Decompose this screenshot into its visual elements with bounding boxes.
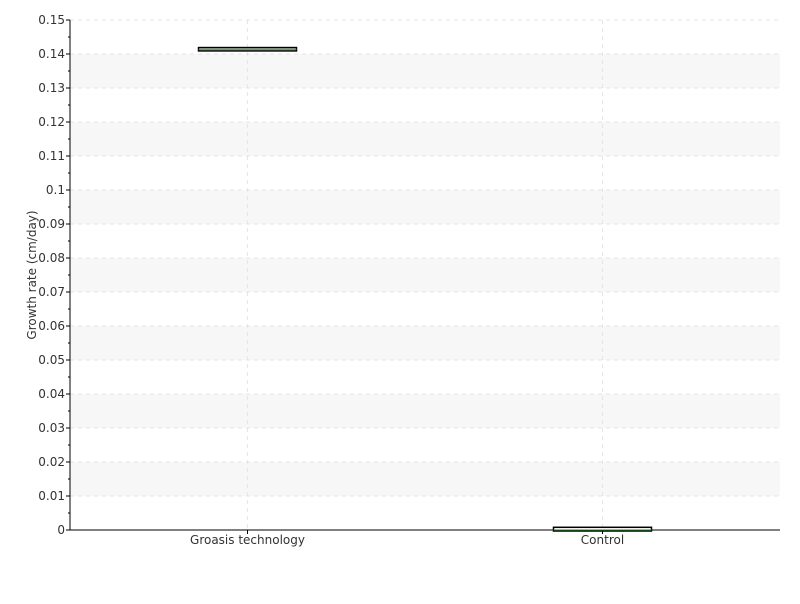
y-tick-label: 0.07: [38, 285, 65, 299]
y-tick-label: 0.11: [38, 149, 65, 163]
x-tick-label: Groasis technology: [190, 533, 305, 547]
y-tick-label: 0.06: [38, 319, 65, 333]
y-tick-label: 0.02: [38, 455, 65, 469]
x-tick-label: Control: [581, 533, 624, 547]
y-tick-label: 0.04: [38, 387, 65, 401]
grid-band: [70, 190, 780, 224]
y-tick-label: 0.09: [38, 217, 65, 231]
y-tick-label: 0.08: [38, 251, 65, 265]
y-tick-label: 0.14: [38, 47, 65, 61]
y-tick-label: 0.15: [38, 13, 65, 27]
y-tick-label: 0.1: [46, 183, 65, 197]
y-tick-label: 0.05: [38, 353, 65, 367]
grid-band: [70, 54, 780, 88]
y-tick-label: 0.12: [38, 115, 65, 129]
y-tick-label: 0.01: [38, 489, 65, 503]
box: [552, 526, 653, 532]
y-tick-label: 0: [57, 523, 65, 537]
y-axis-label: Growth rate (cm/day): [25, 210, 39, 339]
grid-band: [70, 462, 780, 496]
y-tick-label: 0.13: [38, 81, 65, 95]
grid-band: [70, 326, 780, 360]
y-tick-label: 0.03: [38, 421, 65, 435]
grid-band: [70, 394, 780, 428]
grid-band: [70, 122, 780, 156]
grid-band: [70, 258, 780, 292]
